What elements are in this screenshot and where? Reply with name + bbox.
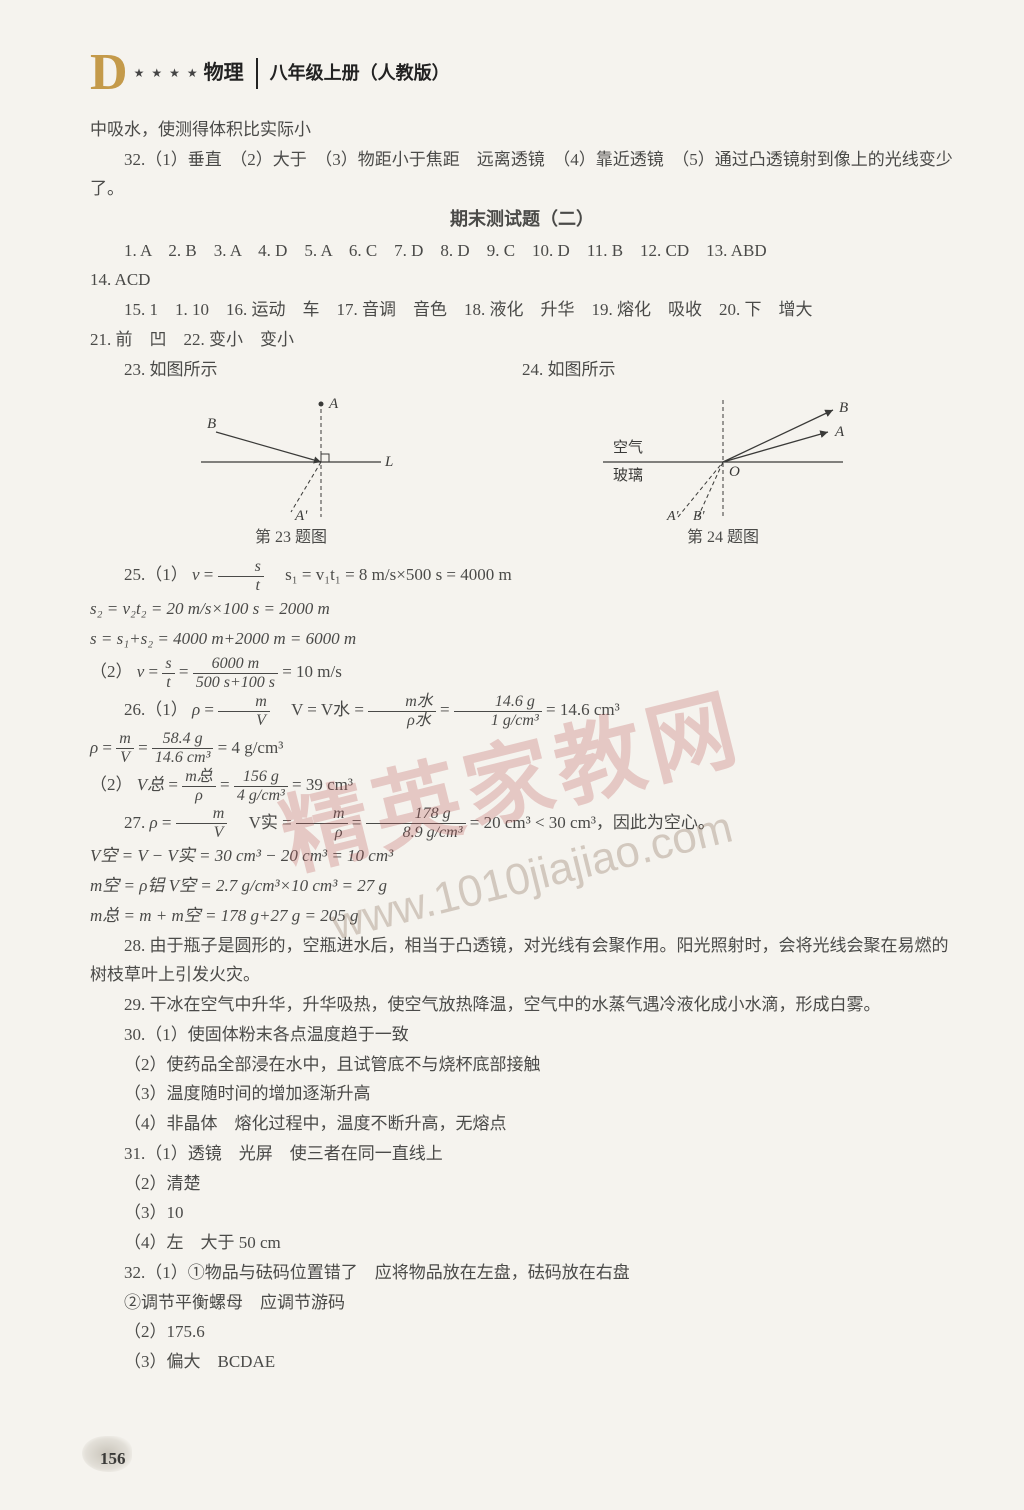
content-body: 中吸水，使测得体积比实际小 32.（1）垂直 （2）大于 （3）物距小于焦距 远… [90, 115, 954, 1377]
q26-line3: （2） V总 = m总ρ = 156 g4 g/cm³ = 39 cm³ [90, 766, 954, 804]
q32-l2: ②调节平衡螺母 应调节游码 [90, 1288, 954, 1318]
q30-l3: （3）温度随时间的增加逐渐升高 [90, 1079, 954, 1109]
q27-l1-end: = 20 cm³ < 30 cm³，因此为空心。 [470, 813, 715, 832]
d24-label-Ap: A' [666, 509, 680, 522]
q26-l1-rho: ρ [192, 700, 200, 719]
q32-l4: （3）偏大 BCDAE [90, 1347, 954, 1377]
q23-intro: 23. 如图所示 [90, 355, 522, 385]
q26-l3-v: V总 [137, 775, 164, 794]
q26-l2-f2: 58.4 g14.6 cm³ [152, 731, 213, 766]
q27-l1-f2: mρ [296, 806, 348, 841]
q32-l1: 32.（1）①物品与砝码位置错了 应将物品放在左盘，砝码放在右盘 [90, 1258, 954, 1288]
d24-label-B: B [839, 400, 848, 416]
d24-label-O: O [729, 464, 740, 480]
header-letter: D [90, 50, 128, 97]
q26-l1-f1: mV [218, 694, 270, 729]
q27-l1-f1: mV [176, 806, 228, 841]
q26-l3-f1: m总ρ [182, 769, 216, 804]
q26-l1-f2: m水ρ水 [368, 694, 436, 729]
test-title: 期末测试题（二） [90, 204, 954, 236]
q26-l3-pre: （2） [90, 775, 133, 794]
q26-l1-f3: 14.6 g1 g/cm³ [454, 694, 542, 729]
q26-line1: 26.（1） ρ = mV V = V水 = m水ρ水 = 14.6 g1 g/… [90, 691, 954, 729]
q26-l2-end: = 4 g/cm³ [218, 738, 284, 757]
q25-l4-end: = 10 m/s [282, 662, 342, 681]
diagram-24-caption: 第 24 题图 [583, 524, 863, 552]
q26-l2-rho: ρ [90, 738, 98, 757]
d24-label-A: A [834, 424, 845, 440]
diagram-23-svg: A B L A' [181, 392, 401, 522]
d24-label-air: 空气 [613, 439, 643, 456]
q26-l2-f1: mV [116, 731, 134, 766]
q25-l4-v: v [137, 662, 145, 681]
diagram-24-svg: 空气 玻璃 A B O A' B' [583, 392, 863, 522]
q24-intro: 24. 如图所示 [522, 355, 954, 385]
d23-label-Ap: A' [294, 508, 308, 522]
q25-l1-v: v [192, 565, 200, 584]
fill-line-1: 15. 1 1. 10 16. 运动 车 17. 音调 音色 18. 液化 升华… [90, 295, 954, 325]
q32-l3: （2）175.6 [90, 1317, 954, 1347]
q31-l2: （2）清楚 [90, 1169, 954, 1199]
q30-l4: （4）非晶体 熔化过程中，温度不断升高，无熔点 [90, 1109, 954, 1139]
q25-line4: （2） v = st = 6000 m500 s+100 s = 10 m/s [90, 653, 954, 691]
q27-line3: m空 = ρ铝 V空 = 2.7 g/cm³×10 cm³ = 27 g [90, 871, 954, 901]
q26-l1-end: = 14.6 cm³ [546, 700, 620, 719]
q25-l4-pre: （2） [90, 662, 133, 681]
q26-l1-mid: V = V水 = [274, 700, 368, 719]
diagram-23: A B L A' 第 23 题图 [181, 392, 401, 552]
page-number: 156 [100, 1444, 126, 1474]
diagram-23-caption: 第 23 题图 [181, 524, 401, 552]
q26-l3-end: = 39 cm³ [292, 775, 353, 794]
q25-line3: s = s₁+s₂ = 4000 m+2000 m = 6000 m [90, 624, 954, 654]
d24-label-glass: 玻璃 [613, 467, 643, 484]
q25-l4-f2: 6000 m500 s+100 s [193, 656, 278, 691]
diagrams-row: A B L A' 第 23 题图 [90, 392, 954, 552]
mc-line-2: 14. ACD [90, 265, 954, 295]
q25-l1-pre: 25.（1） [124, 565, 188, 584]
q29: 29. 干冰在空气中升华，升华吸热，使空气放热降温，空气中的水蒸气遇冷液化成小水… [90, 990, 954, 1020]
q31-l1: 31.（1）透镜 光屏 使三者在同一直线上 [90, 1139, 954, 1169]
q27-l1-mid: V实 = [232, 813, 296, 832]
q25-line1: 25.（1） v = st s₁ = v₁t₁ = 8 m/s×500 s = … [90, 556, 954, 594]
q25-l1-rest: s₁ = v₁t₁ = 8 m/s×500 s = 4000 m [268, 565, 512, 584]
diagram-24: 空气 玻璃 A B O A' B' 第 24 题图 [583, 392, 863, 552]
q25-l4-f1: st [162, 656, 174, 691]
intro-line-2: 32.（1）垂直 （2）大于 （3）物距小于焦距 远离透镜 （4）靠近透镜 （5… [90, 145, 954, 205]
q30-l2: （2）使药品全部浸在水中，且试管底不与烧杯底部接触 [90, 1050, 954, 1080]
q26-l1-pre: 26.（1） [124, 700, 188, 719]
q26-line2: ρ = mV = 58.4 g14.6 cm³ = 4 g/cm³ [90, 729, 954, 767]
q25-l1-frac: st [218, 559, 264, 594]
d23-label-L: L [384, 454, 393, 470]
header-grade: 八年级上册（人教版） [256, 58, 450, 90]
q27-line1: 27. ρ = mV V实 = mρ = 178 g8.9 g/cm³ = 20… [90, 804, 954, 842]
page-header: D ★ ★ ★ ★ 物理 八年级上册（人教版） [90, 50, 954, 97]
q27-l1-pre: 27. [124, 813, 150, 832]
q27-line2: V空 = V − V实 = 30 cm³ − 20 cm³ = 10 cm³ [90, 841, 954, 871]
q27-l1-f3: 178 g8.9 g/cm³ [366, 806, 466, 841]
q28: 28. 由于瓶子是圆形的，空瓶进水后，相当于凸透镜，对光线有会聚作用。阳光照射时… [90, 931, 954, 991]
q31-l4: （4）左 大于 50 cm [90, 1228, 954, 1258]
q27-l1-rho: ρ [150, 813, 158, 832]
q26-l3-f2: 156 g4 g/cm³ [234, 769, 288, 804]
q25-line2: s₂ = v₂t₂ = 20 m/s×100 s = 2000 m [90, 594, 954, 624]
mc-line-1: 1. A 2. B 3. A 4. D 5. A 6. C 7. D 8. D … [90, 236, 954, 266]
header-subject: 物理 [204, 56, 244, 91]
intro-line-1: 中吸水，使测得体积比实际小 [90, 115, 954, 145]
d23-label-B: B [207, 416, 216, 432]
q27-line4: m总 = m + m空 = 178 g+27 g = 205 g [90, 901, 954, 931]
d24-label-Bp: B' [693, 509, 706, 522]
d23-label-A: A [328, 396, 339, 412]
q31-l3: （3）10 [90, 1198, 954, 1228]
q30-l1: 30.（1）使固体粉末各点温度趋于一致 [90, 1020, 954, 1050]
header-stars: ★ ★ ★ ★ [134, 63, 200, 84]
fill-line-2: 21. 前 凹 22. 变小 变小 [90, 325, 954, 355]
figure-intro-row: 23. 如图所示 24. 如图所示 [90, 355, 954, 385]
